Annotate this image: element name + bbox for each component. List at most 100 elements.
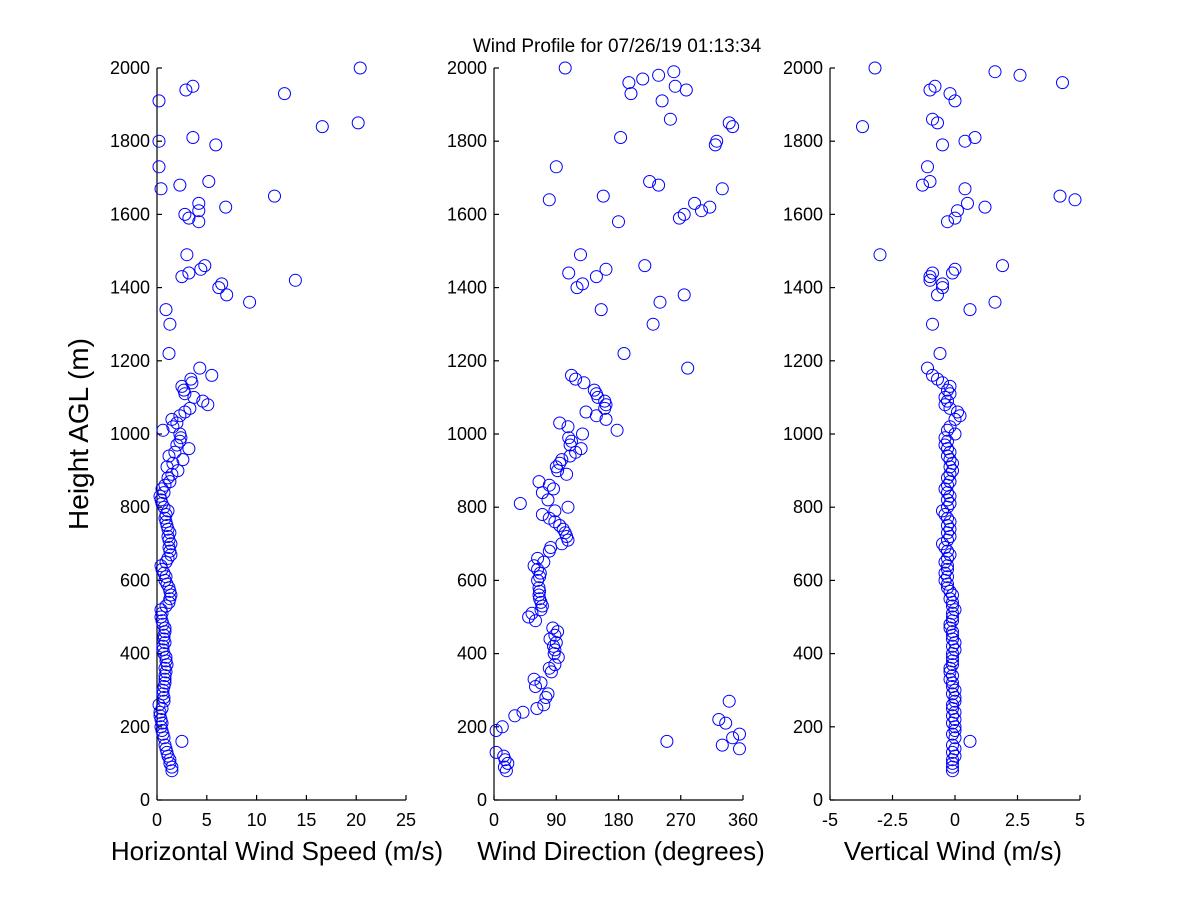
data-point xyxy=(668,79,682,93)
data-point xyxy=(948,683,962,697)
data-point xyxy=(672,211,686,225)
data-point xyxy=(159,303,173,317)
data-point xyxy=(1056,76,1069,90)
data-point xyxy=(159,570,173,584)
data-point xyxy=(175,734,189,748)
data-point xyxy=(943,592,957,606)
data-point xyxy=(152,160,166,174)
y-tick-label: 800 xyxy=(793,497,823,517)
data-point xyxy=(176,453,190,467)
data-point xyxy=(946,588,959,602)
data-point xyxy=(192,196,206,210)
data-point xyxy=(153,489,167,503)
data-point xyxy=(943,672,957,686)
y-tick-label: 1000 xyxy=(110,424,150,444)
data-point xyxy=(544,665,558,679)
y-tick-label: 400 xyxy=(120,644,150,664)
data-point xyxy=(946,698,959,712)
data-point xyxy=(938,566,952,580)
x-tick-label: 0 xyxy=(950,810,960,830)
data-point xyxy=(561,420,575,434)
x-tick-label: -2.5 xyxy=(877,810,908,830)
data-point xyxy=(157,694,171,708)
panel-vertical: 0 200 400 600 800 1000 1200 1400 1600 1800 2000 -5 -… xyxy=(783,58,1085,866)
data-point xyxy=(936,277,949,291)
data-point xyxy=(156,687,170,701)
data-point xyxy=(946,658,959,672)
data-point xyxy=(599,412,613,426)
data-point xyxy=(268,189,281,203)
data-point xyxy=(547,482,560,496)
data-point xyxy=(589,270,603,284)
data-point xyxy=(599,262,613,276)
data-point xyxy=(596,189,610,203)
y-tick-label: 600 xyxy=(793,570,823,590)
data-point xyxy=(501,756,515,770)
data-point xyxy=(179,83,193,97)
data-point xyxy=(624,87,638,101)
y-tick-label: 400 xyxy=(793,644,823,664)
data-point xyxy=(156,423,170,437)
y-tick-label: 400 xyxy=(457,644,487,664)
data-point xyxy=(946,639,959,653)
data-point xyxy=(941,478,954,492)
data-point xyxy=(539,691,553,704)
data-point xyxy=(943,87,957,101)
data-point xyxy=(548,658,562,672)
data-point xyxy=(182,211,196,225)
data-point xyxy=(186,79,200,93)
data-point xyxy=(516,705,530,719)
x-tick-label: 180 xyxy=(603,810,633,830)
data-point xyxy=(610,423,624,437)
data-point xyxy=(946,756,959,770)
data-point xyxy=(943,522,957,536)
data-point xyxy=(215,277,229,291)
data-point xyxy=(946,610,959,624)
data-point xyxy=(941,215,954,229)
data-point xyxy=(562,266,576,280)
data-point xyxy=(948,262,962,276)
data-point xyxy=(175,270,189,284)
data-point xyxy=(931,116,944,130)
data-point xyxy=(278,87,291,101)
data-point xyxy=(996,259,1009,273)
data-point xyxy=(943,453,957,467)
data-point xyxy=(715,738,729,752)
data-point xyxy=(958,134,972,148)
data-point xyxy=(941,493,954,507)
data-point xyxy=(643,175,657,188)
y-tick-label: 2000 xyxy=(447,58,487,78)
data-point xyxy=(1013,68,1027,82)
data-point xyxy=(574,248,587,262)
data-point xyxy=(948,427,962,441)
x-tick-label: 0 xyxy=(152,810,162,830)
data-point xyxy=(931,288,944,302)
y-tick-label: 800 xyxy=(120,497,150,517)
data-point xyxy=(551,650,565,664)
data-point xyxy=(951,405,964,419)
data-point xyxy=(941,581,954,595)
series-vertical xyxy=(856,61,1082,778)
data-point xyxy=(157,486,171,500)
data-point xyxy=(243,295,257,309)
data-point xyxy=(158,738,172,752)
data-point xyxy=(941,511,954,525)
data-point xyxy=(936,537,949,551)
data-point xyxy=(946,650,959,664)
chart-title: Wind Profile for 07/26/19 01:13:34 xyxy=(473,36,762,57)
data-point xyxy=(923,175,937,188)
data-point xyxy=(556,522,570,536)
data-point xyxy=(576,427,589,441)
data-point xyxy=(157,566,171,580)
data-point xyxy=(173,409,187,423)
data-point xyxy=(733,727,746,741)
data-point xyxy=(726,120,740,134)
y-tick-label: 200 xyxy=(793,717,823,737)
data-point xyxy=(489,724,503,737)
data-point xyxy=(161,471,175,485)
data-point xyxy=(963,734,977,748)
data-point xyxy=(544,541,558,554)
data-point xyxy=(941,434,954,448)
data-point xyxy=(219,200,233,214)
